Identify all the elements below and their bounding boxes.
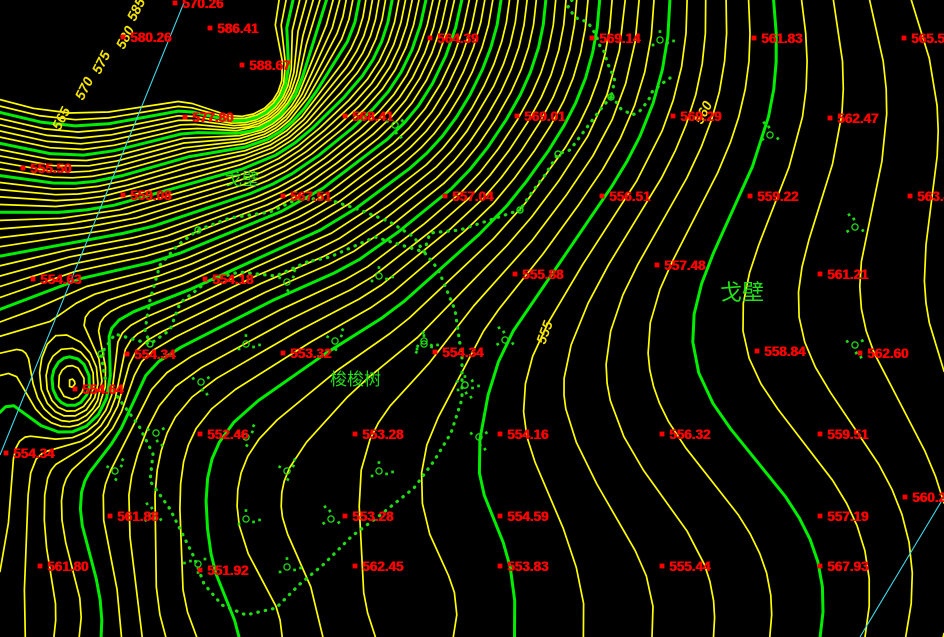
svg-text:567.51: 567.51 — [291, 189, 333, 204]
svg-text:551.92: 551.92 — [208, 563, 249, 578]
svg-text:554.64: 554.64 — [83, 382, 125, 397]
svg-text:557.19: 557.19 — [828, 509, 869, 524]
svg-text:554.16: 554.16 — [508, 427, 550, 442]
svg-text:569.14: 569.14 — [600, 31, 642, 46]
svg-text:554.34: 554.34 — [443, 345, 485, 360]
svg-text:553.28: 553.28 — [353, 509, 395, 524]
svg-text:555.44: 555.44 — [670, 559, 712, 574]
svg-text:565.53: 565.53 — [912, 31, 944, 46]
svg-text:552.46: 552.46 — [208, 427, 250, 442]
svg-text:戈壁: 戈壁 — [720, 280, 764, 305]
svg-text:559.08: 559.08 — [131, 188, 173, 203]
svg-text:556.32: 556.32 — [670, 427, 711, 442]
svg-text:554.18: 554.18 — [213, 272, 255, 287]
svg-text:561.83: 561.83 — [762, 31, 804, 46]
svg-text:562.60: 562.60 — [868, 346, 909, 361]
svg-text:561.80: 561.80 — [48, 559, 89, 574]
svg-text:561.21: 561.21 — [828, 267, 870, 282]
svg-text:555.50: 555.50 — [31, 161, 72, 176]
svg-text:554.63: 554.63 — [41, 272, 83, 287]
svg-text:580.26: 580.26 — [131, 30, 173, 45]
svg-text:557.48: 557.48 — [665, 258, 707, 273]
svg-text:564.39: 564.39 — [438, 31, 479, 46]
svg-text:557.04: 557.04 — [453, 189, 495, 204]
svg-text:554.34: 554.34 — [14, 446, 56, 461]
svg-text:561.88: 561.88 — [118, 509, 160, 524]
svg-text:570.26: 570.26 — [183, 0, 225, 11]
svg-text:555.88: 555.88 — [523, 267, 565, 282]
svg-text:553.28: 553.28 — [363, 427, 405, 442]
svg-text:562.45: 562.45 — [363, 559, 405, 574]
svg-text:588.67: 588.67 — [250, 58, 291, 73]
svg-text:558.84: 558.84 — [765, 344, 807, 359]
svg-text:559.22: 559.22 — [758, 189, 799, 204]
svg-text:569.29: 569.29 — [681, 109, 722, 124]
svg-text:553.83: 553.83 — [508, 559, 550, 574]
svg-text:554.59: 554.59 — [508, 509, 549, 524]
svg-text:梭梭树: 梭梭树 — [330, 370, 381, 389]
svg-text:戈壁: 戈壁 — [225, 170, 259, 189]
svg-text:562.47: 562.47 — [838, 111, 879, 126]
svg-text:577.80: 577.80 — [193, 110, 234, 125]
svg-text:553.32: 553.32 — [291, 346, 332, 361]
svg-text:567.93: 567.93 — [828, 559, 870, 574]
svg-text:554.34: 554.34 — [135, 347, 177, 362]
svg-text:568.41: 568.41 — [353, 109, 395, 124]
svg-text:586.41: 586.41 — [218, 21, 260, 36]
svg-text:559.51: 559.51 — [828, 427, 870, 442]
svg-text:560.23: 560.23 — [913, 490, 944, 505]
svg-text:563.40: 563.40 — [918, 189, 944, 204]
svg-text:556.51: 556.51 — [610, 189, 652, 204]
svg-text:569.01: 569.01 — [525, 109, 567, 124]
